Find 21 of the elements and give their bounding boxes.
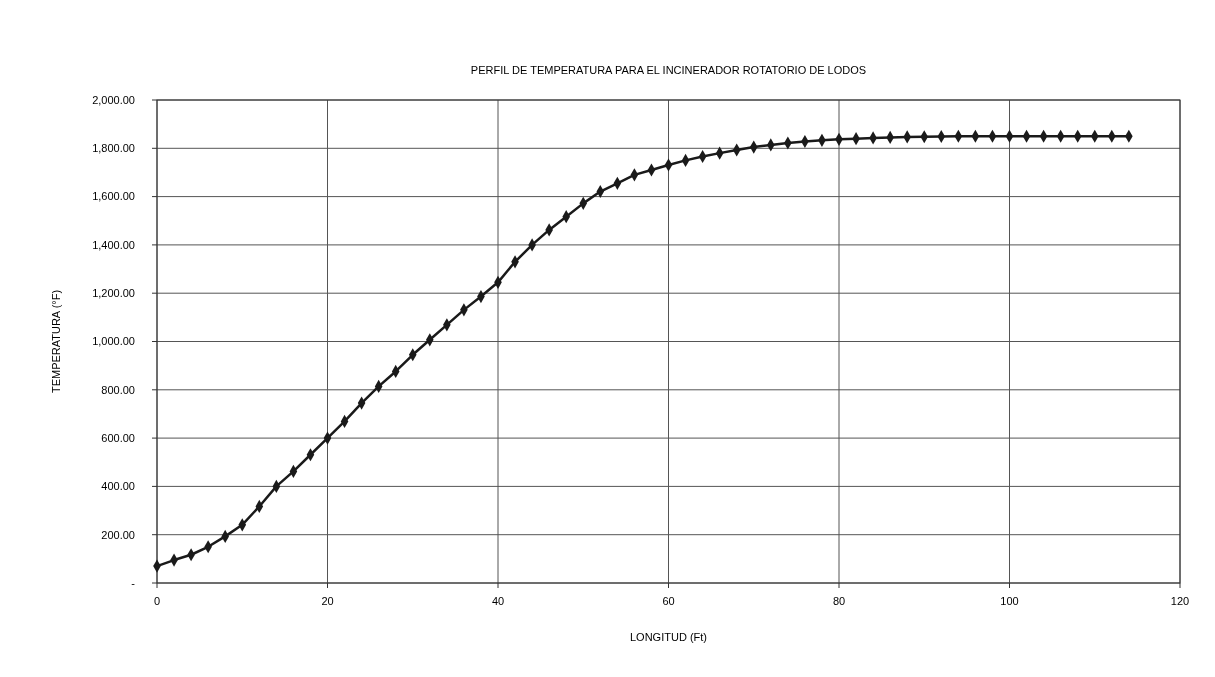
x-tick-label: 100: [1000, 595, 1019, 607]
y-tick-label: 800.00: [101, 383, 135, 396]
y-tick-label: 1,400.00: [92, 238, 135, 251]
x-axis-title: LONGITUD (Ft): [630, 631, 707, 643]
y-axis-title: TEMPERATURA (°F): [50, 289, 62, 394]
x-tick-label: 0: [153, 595, 161, 607]
x-tick-label: 20: [321, 595, 334, 607]
y-tick-label: 1,200.00: [92, 287, 135, 300]
x-tick-label: 80: [832, 595, 846, 607]
x-tick-label: 120: [1170, 595, 1190, 607]
y-tick-label: -: [131, 576, 136, 589]
y-tick-label: 400.00: [101, 480, 135, 493]
y-tick-label: 1,000.00: [92, 335, 135, 348]
y-tick-label: 600.00: [101, 431, 135, 444]
y-tick-label: 1,600.00: [92, 190, 135, 203]
y-tick-label: 2,000.00: [92, 93, 135, 106]
x-tick-label: 60: [662, 595, 675, 607]
y-tick-label: 200.00: [101, 528, 135, 541]
chart-title: PERFIL DE TEMPERATURA PARA EL INCINERADOR ROTATORIO DE LODOS: [470, 64, 867, 76]
y-tick-label: 1,800.00: [92, 142, 135, 155]
x-tick-label: 40: [491, 595, 505, 607]
